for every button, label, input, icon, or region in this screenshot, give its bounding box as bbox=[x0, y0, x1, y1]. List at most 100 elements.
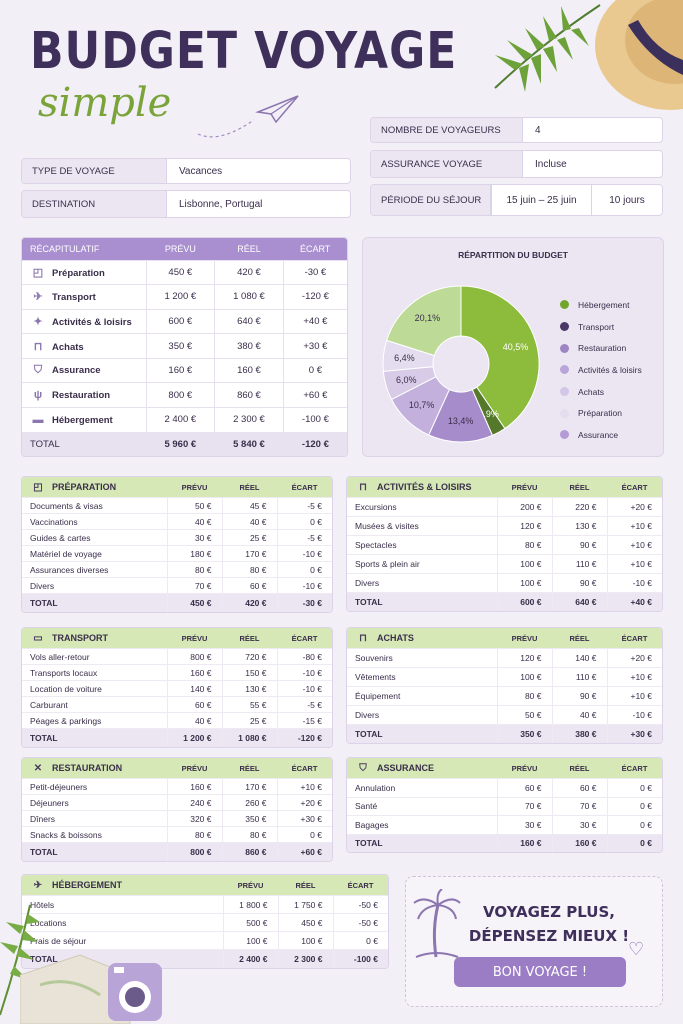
table-row: Spectacles 80 € 90 € +10 € bbox=[347, 535, 662, 555]
recap-reel: 380 € bbox=[214, 333, 284, 359]
recap-prevu: 800 € bbox=[145, 382, 215, 408]
item-ecart: +30 € bbox=[276, 810, 332, 827]
legend-item: Préparation bbox=[560, 402, 642, 424]
hebergement-icon: ✈ bbox=[33, 879, 43, 891]
preparation-title: PRÉPARATION bbox=[52, 482, 117, 492]
activites-header: ⊓ ACTIVITÉS & LOISIRS PRÉVU RÉEL ÉCART bbox=[347, 477, 662, 497]
total-ecart: -120 € bbox=[276, 728, 332, 747]
period-dates[interactable]: 15 juin – 25 juin bbox=[491, 185, 591, 215]
recap-ecart: +60 € bbox=[282, 382, 347, 408]
trip-type-value[interactable]: Vacances bbox=[179, 165, 223, 177]
item-label: Assurances diverses bbox=[22, 561, 167, 578]
bag-icon: ⊓ bbox=[33, 340, 43, 353]
item-prevu: 30 € bbox=[166, 529, 222, 546]
period-field: PÉRIODE DU SÉJOUR 15 juin – 25 juin 10 j… bbox=[370, 184, 663, 216]
recap-row: ⊓ Achats 350 € 380 € +30 € bbox=[22, 333, 347, 359]
total-row: TOTAL 800 € 860 € +60 € bbox=[22, 842, 332, 861]
item-ecart: +20 € bbox=[606, 497, 662, 517]
achats-header: ⊓ ACHATS PRÉVU RÉEL ÉCART bbox=[347, 628, 662, 648]
recap-row: ✦ Activités & loisirs 600 € 640 € +40 € bbox=[22, 308, 347, 334]
achats-icon: ⊓ bbox=[359, 632, 367, 644]
recap-total-row: TOTAL 5 960 € 5 840 € -120 € bbox=[22, 431, 347, 456]
item-prevu: 160 € bbox=[166, 664, 222, 681]
total-label: TOTAL bbox=[22, 728, 167, 747]
table-row: Excursions 200 € 220 € +20 € bbox=[347, 497, 662, 517]
item-prevu: 1 800 € bbox=[222, 895, 278, 914]
pie-slice-label: 6,0% bbox=[396, 375, 417, 385]
item-reel: 25 € bbox=[221, 712, 277, 729]
item-prevu: 100 € bbox=[496, 554, 552, 574]
travelers-value[interactable]: 4 bbox=[535, 124, 541, 136]
item-prevu: 160 € bbox=[166, 778, 222, 795]
camera-icon: ◰ bbox=[32, 266, 44, 279]
table-row: Péages & parkings 40 € 25 € -15 € bbox=[22, 712, 332, 729]
legend-item: Achats bbox=[560, 381, 642, 403]
item-reel: 1 750 € bbox=[277, 895, 333, 914]
insurance-value[interactable]: Incluse bbox=[535, 158, 567, 170]
col-reel: RÉEL bbox=[569, 763, 590, 773]
item-ecart: -10 € bbox=[276, 680, 332, 697]
recap-row: ▬ Hébergement 2 400 € 2 300 € -100 € bbox=[22, 407, 347, 433]
item-label: Musées & visites bbox=[347, 516, 497, 536]
item-ecart: +10 € bbox=[606, 516, 662, 536]
restauration-header: ✕ RESTAURATION PRÉVU RÉEL ÉCART bbox=[22, 758, 332, 778]
col-reel: RÉEL bbox=[569, 482, 590, 492]
legend-dot bbox=[560, 387, 569, 397]
recap-category: ✈ Transport bbox=[22, 284, 146, 310]
table-row: Annulation 60 € 60 € 0 € bbox=[347, 778, 662, 797]
legend-dot bbox=[560, 322, 569, 332]
item-ecart: +20 € bbox=[606, 648, 662, 668]
item-prevu: 200 € bbox=[496, 497, 552, 517]
recap-category: ⊓ Achats bbox=[22, 333, 146, 359]
recap-label: Transport bbox=[52, 292, 96, 304]
item-prevu: 180 € bbox=[166, 545, 222, 562]
bon-voyage-button[interactable]: BON VOYAGE ! bbox=[454, 957, 626, 987]
period-days[interactable]: 10 jours bbox=[591, 185, 662, 215]
item-ecart: 0 € bbox=[276, 513, 332, 530]
pie-slice-label: 13,4% bbox=[448, 416, 474, 426]
item-label: Snacks & boissons bbox=[22, 826, 167, 843]
item-reel: 90 € bbox=[551, 535, 607, 555]
item-prevu: 80 € bbox=[496, 535, 552, 555]
chart-title: RÉPARTITION DU BUDGET bbox=[458, 250, 568, 260]
table-row: Locations 500 € 450 € -50 € bbox=[22, 913, 388, 932]
col-ecart: ÉCART bbox=[621, 482, 648, 492]
col-prevu: PRÉVU bbox=[511, 763, 538, 773]
destination-value[interactable]: Lisbonne, Portugal bbox=[179, 198, 263, 210]
page-subtitle: simple bbox=[38, 80, 172, 126]
table-row: Santé 70 € 70 € 0 € bbox=[347, 796, 662, 816]
item-reel: 130 € bbox=[551, 516, 607, 536]
recap-reel: 640 € bbox=[214, 308, 284, 334]
total-reel: 380 € bbox=[551, 724, 607, 743]
page-title: BUDGET VOYAGE bbox=[30, 22, 458, 81]
restauration-title: RESTAURATION bbox=[52, 763, 123, 773]
total-label: TOTAL bbox=[22, 593, 167, 612]
recap-category: ⛉ Assurance bbox=[22, 357, 146, 383]
total-prevu: 160 € bbox=[496, 833, 552, 852]
table-row: Divers 50 € 40 € -10 € bbox=[347, 705, 662, 725]
table-row: Location de voiture 140 € 130 € -10 € bbox=[22, 680, 332, 697]
total-prevu: 600 € bbox=[496, 592, 552, 611]
table-row: Souvenirs 120 € 140 € +20 € bbox=[347, 648, 662, 668]
heart-icon: ♡ bbox=[628, 939, 645, 959]
col-ecart: ÉCART bbox=[291, 763, 318, 773]
pie-slice bbox=[386, 285, 462, 357]
table-row: Hôtels 1 800 € 1 750 € -50 € bbox=[22, 895, 388, 914]
assurance-icon: ⛉ bbox=[359, 762, 367, 774]
recap-prevu: 350 € bbox=[145, 333, 215, 359]
total-reel: 160 € bbox=[551, 833, 607, 852]
table-row: Déjeuners 240 € 260 € +20 € bbox=[22, 794, 332, 811]
item-label: Spectacles bbox=[347, 535, 497, 555]
col-prevu: PRÉVU bbox=[181, 482, 208, 492]
legend-item: Hébergement bbox=[560, 294, 642, 316]
item-label: Transports locaux bbox=[22, 664, 167, 681]
item-reel: 450 € bbox=[277, 913, 333, 932]
item-prevu: 40 € bbox=[166, 513, 222, 530]
item-reel: 55 € bbox=[221, 696, 277, 713]
legend-label: Hébergement bbox=[578, 299, 630, 310]
item-label: Documents & visas bbox=[22, 497, 167, 514]
legend-label: Préparation bbox=[578, 408, 622, 419]
sparkle-icon: ✦ bbox=[33, 315, 43, 328]
travelers-field: NOMBRE DE VOYAGEURS 4 bbox=[370, 117, 663, 143]
slogan-line-1: VOYAGEZ PLUS, bbox=[483, 903, 615, 921]
